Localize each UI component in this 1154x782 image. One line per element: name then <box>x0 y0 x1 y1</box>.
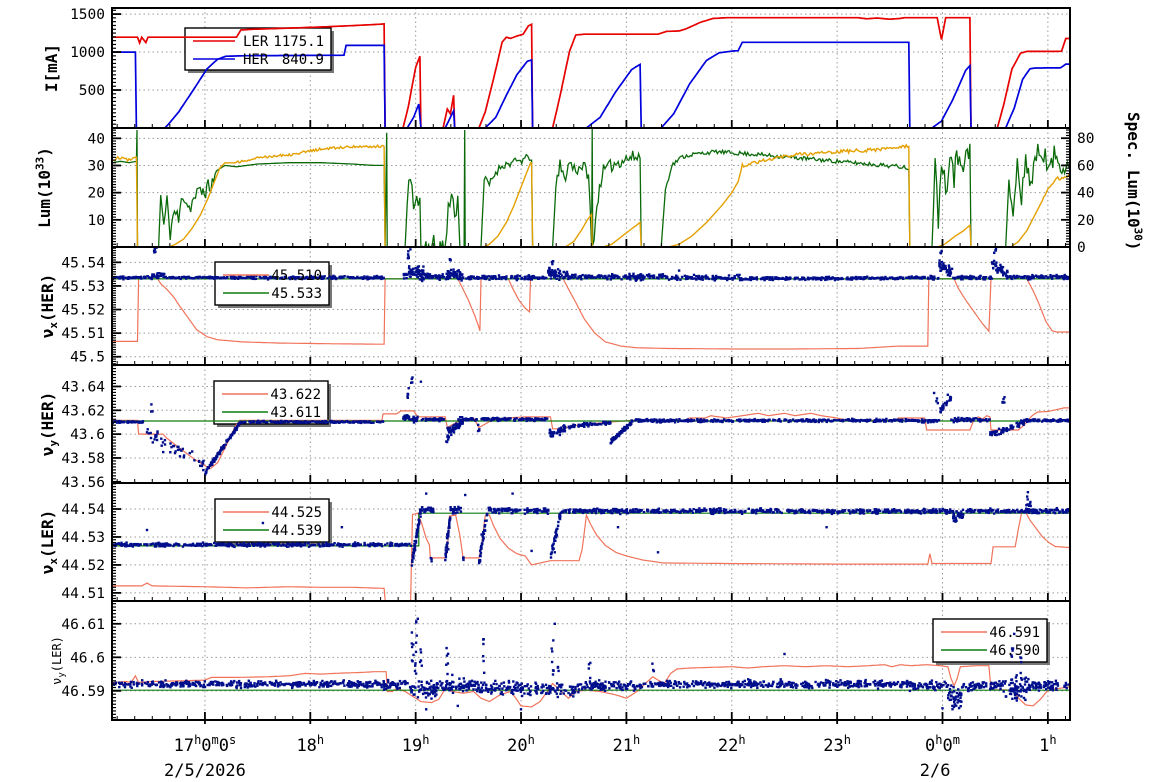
x-tick-label: 23h <box>823 733 851 756</box>
svg-text:43.62: 43.62 <box>61 403 105 419</box>
svg-text:45.52: 45.52 <box>61 303 105 319</box>
svg-text:30: 30 <box>88 158 105 174</box>
x-tick-label: 17h0m0s <box>174 733 237 756</box>
svg-text:43.56: 43.56 <box>61 475 105 491</box>
series-line-reference <box>112 509 1070 601</box>
y-axis-label-nuy-her: νy(HER) <box>38 392 60 456</box>
x-tick-label: 20h <box>507 733 535 756</box>
x-axis-labels: 17h0m0s 18h 19h 20h 21h 22h 23h 0h0m 1h 2/5/2026 2… <box>164 733 1057 781</box>
gridlines <box>112 128 1070 247</box>
x-date-label: 2/5/2026 <box>164 761 246 781</box>
svg-text:45.54: 45.54 <box>61 255 105 271</box>
x-tick-label: 18h <box>296 733 324 756</box>
svg-text:45.5: 45.5 <box>70 350 105 366</box>
svg-text:45.533: 45.533 <box>271 286 322 302</box>
svg-text:40: 40 <box>88 131 105 147</box>
svg-text:HER: HER <box>243 52 269 68</box>
x-tick-label: 0h0m <box>925 733 960 756</box>
series-line-reference <box>112 278 1070 350</box>
series-nuy-her <box>112 376 1070 476</box>
svg-text:45.51: 45.51 <box>61 326 105 342</box>
y-tick-labels-beam-current: 500 1000 1500 <box>70 7 105 99</box>
y-axis-label-beam-current: I[mA] <box>42 44 61 92</box>
svg-text:840.9: 840.9 <box>282 52 324 68</box>
x-date-label: 2/6 <box>920 761 951 781</box>
series-nuy-ler <box>112 617 1070 711</box>
svg-text:40: 40 <box>1077 186 1094 202</box>
y-tick-labels-nuy-her: 43.56 43.58 43.6 43.62 43.64 <box>61 379 105 490</box>
svg-text:1175.1: 1175.1 <box>273 34 324 50</box>
legend-nuy-her: 43.622 43.611 <box>222 387 321 421</box>
svg-text:0: 0 <box>1077 240 1086 256</box>
x-tick-label: 1h <box>1039 733 1056 756</box>
y-axis-label-luminosity: Lum(1033) <box>33 147 54 228</box>
series-scatter-measured <box>112 247 1070 283</box>
y-tick-labels-nux-her: 45.5 45.51 45.52 45.53 45.54 <box>61 255 105 365</box>
legend-nux-ler-box <box>214 498 332 545</box>
series-scatter-measured <box>112 617 1070 711</box>
series-nux-ler <box>112 491 1070 601</box>
legend-nuy-ler-box <box>932 618 1050 665</box>
svg-text:60: 60 <box>1077 158 1094 174</box>
series-scatter-measured <box>112 376 1070 476</box>
legend-beam-current-box <box>184 27 334 73</box>
svg-text:20: 20 <box>88 186 105 202</box>
y-axis-label-nux-ler: νx(LER) <box>38 510 60 574</box>
svg-text:43.622: 43.622 <box>270 387 321 403</box>
x-tick-label: 21h <box>613 733 641 756</box>
series-line-specific-luminosity <box>112 128 1070 247</box>
svg-text:43.64: 43.64 <box>61 379 105 395</box>
svg-text:LER: LER <box>243 34 269 50</box>
series-scatter-measured <box>112 491 1070 567</box>
svg-text:43.58: 43.58 <box>61 451 105 467</box>
y-axis-label-nux-her: νx(HER) <box>38 274 60 338</box>
y-axis-label-nuy-ler: νy(LER) <box>50 636 67 685</box>
svg-text:43.611: 43.611 <box>270 405 321 421</box>
svg-text:20: 20 <box>1077 213 1094 229</box>
series-luminosity <box>112 128 1070 247</box>
legend-nux-her: 45.510 45.533 <box>223 268 322 302</box>
frame-nuy-ler <box>111 600 1071 724</box>
y-tick-labels-luminosity: 10 20 30 40 0 20 40 60 80 <box>88 131 1095 256</box>
svg-text:45.510: 45.510 <box>271 268 322 284</box>
svg-text:500: 500 <box>79 83 105 99</box>
svg-text:1500: 1500 <box>70 7 105 23</box>
panel-luminosity: 10 20 30 40 0 20 40 60 80 Lum(1033) Spec. Lum(1030… <box>33 112 1145 256</box>
svg-text:45.53: 45.53 <box>61 279 105 295</box>
svg-text:10: 10 <box>88 213 105 229</box>
series-line-LER <box>112 16 1070 128</box>
svg-text:1000: 1000 <box>70 45 105 61</box>
svg-text:80: 80 <box>1077 131 1094 147</box>
svg-text:43.6: 43.6 <box>70 427 105 443</box>
x-tick-label: 19h <box>402 733 430 756</box>
series-line-luminosity <box>112 143 1070 247</box>
x-tick-label: 22h <box>718 733 746 756</box>
series-nux-her <box>112 247 1070 350</box>
legend-nux-her-box <box>214 261 332 308</box>
right-axis-label-luminosity: Spec. Lum(1030) <box>1124 112 1145 250</box>
